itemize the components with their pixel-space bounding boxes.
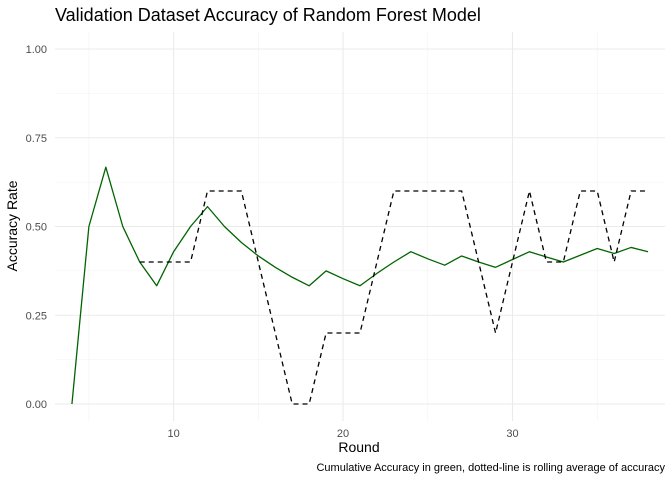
cumulative-accuracy-line (71, 166, 649, 405)
y-tick-label: 1.00 (26, 44, 47, 56)
rolling-average-line (139, 190, 649, 405)
x-tick-label: 20 (337, 428, 349, 440)
x-axis-title: Round (338, 439, 379, 455)
series-lines (71, 166, 649, 405)
y-axis-title: Accuracy Rate (4, 180, 20, 271)
x-axis-ticks: 10 20 30 (167, 428, 518, 440)
chart-caption: Cumulative Accuracy in green, dotted-lin… (316, 462, 665, 474)
x-tick-label: 30 (506, 428, 518, 440)
y-tick-label: 0.00 (26, 399, 47, 411)
x-tick-label: 10 (167, 428, 179, 440)
y-axis-ticks: 0.00 0.25 0.50 0.75 1.00 (26, 44, 47, 411)
plot-grid (55, 32, 665, 421)
y-tick-label: 0.75 (26, 133, 47, 145)
chart-title: Validation Dataset Accuracy of Random Fo… (55, 5, 481, 25)
y-tick-label: 0.25 (26, 310, 47, 322)
y-tick-label: 0.50 (26, 222, 47, 234)
